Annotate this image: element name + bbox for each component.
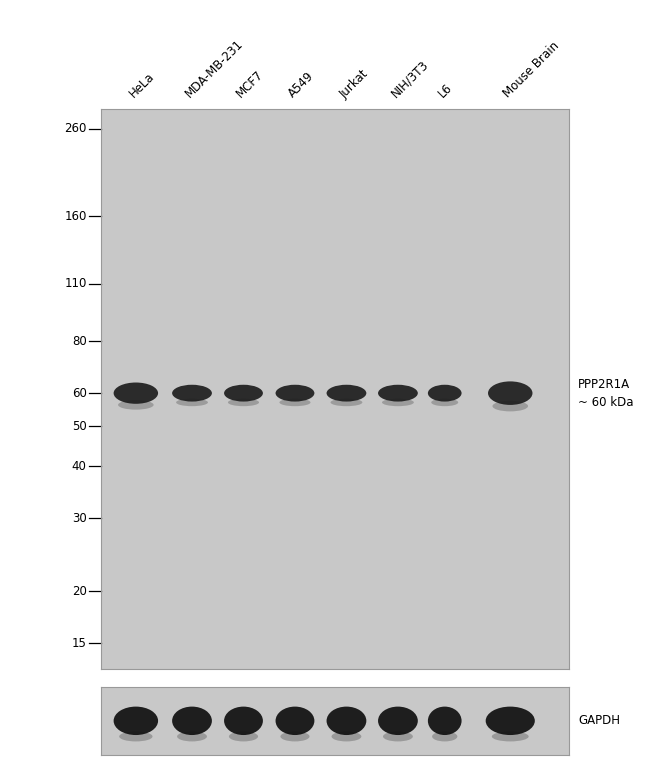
- Text: NIH/3T3: NIH/3T3: [389, 58, 431, 100]
- Text: L6: L6: [436, 82, 454, 100]
- Text: HeLa: HeLa: [127, 70, 157, 100]
- Ellipse shape: [224, 706, 263, 735]
- Text: 60: 60: [72, 387, 86, 400]
- Text: 260: 260: [64, 122, 86, 135]
- Text: 20: 20: [72, 585, 86, 598]
- Ellipse shape: [432, 731, 458, 741]
- Ellipse shape: [488, 381, 532, 405]
- Ellipse shape: [492, 731, 528, 741]
- Ellipse shape: [493, 401, 528, 412]
- Ellipse shape: [172, 385, 212, 401]
- Ellipse shape: [326, 385, 367, 401]
- Ellipse shape: [280, 398, 311, 406]
- Text: MCF7: MCF7: [234, 68, 266, 100]
- Ellipse shape: [114, 706, 158, 735]
- Ellipse shape: [172, 706, 212, 735]
- Text: MDA-MB-231: MDA-MB-231: [183, 37, 246, 100]
- Ellipse shape: [224, 385, 263, 401]
- Text: Jurkat: Jurkat: [337, 67, 371, 100]
- Text: 50: 50: [72, 419, 86, 433]
- Ellipse shape: [276, 706, 315, 735]
- Ellipse shape: [228, 398, 259, 406]
- Ellipse shape: [331, 398, 362, 406]
- Ellipse shape: [431, 398, 458, 406]
- Ellipse shape: [332, 731, 361, 741]
- Ellipse shape: [383, 731, 413, 741]
- Ellipse shape: [428, 385, 462, 401]
- Ellipse shape: [176, 398, 208, 406]
- Ellipse shape: [382, 398, 414, 406]
- Ellipse shape: [378, 706, 418, 735]
- Ellipse shape: [118, 400, 153, 410]
- Text: PPP2R1A
~ 60 kDa: PPP2R1A ~ 60 kDa: [578, 377, 634, 408]
- Ellipse shape: [276, 385, 315, 401]
- Ellipse shape: [177, 731, 207, 741]
- Text: 80: 80: [72, 335, 86, 348]
- Ellipse shape: [119, 731, 153, 741]
- Ellipse shape: [326, 706, 367, 735]
- Text: 110: 110: [64, 277, 86, 290]
- Ellipse shape: [428, 706, 462, 735]
- Ellipse shape: [229, 731, 258, 741]
- Ellipse shape: [378, 385, 418, 401]
- Ellipse shape: [486, 706, 535, 735]
- Text: Mouse Brain: Mouse Brain: [501, 40, 562, 100]
- Text: 40: 40: [72, 460, 86, 473]
- Text: GAPDH: GAPDH: [578, 714, 620, 727]
- Ellipse shape: [280, 731, 309, 741]
- Ellipse shape: [114, 383, 158, 404]
- Text: 30: 30: [72, 512, 86, 524]
- Text: 160: 160: [64, 210, 86, 223]
- Text: A549: A549: [286, 70, 317, 100]
- Text: 15: 15: [72, 636, 86, 650]
